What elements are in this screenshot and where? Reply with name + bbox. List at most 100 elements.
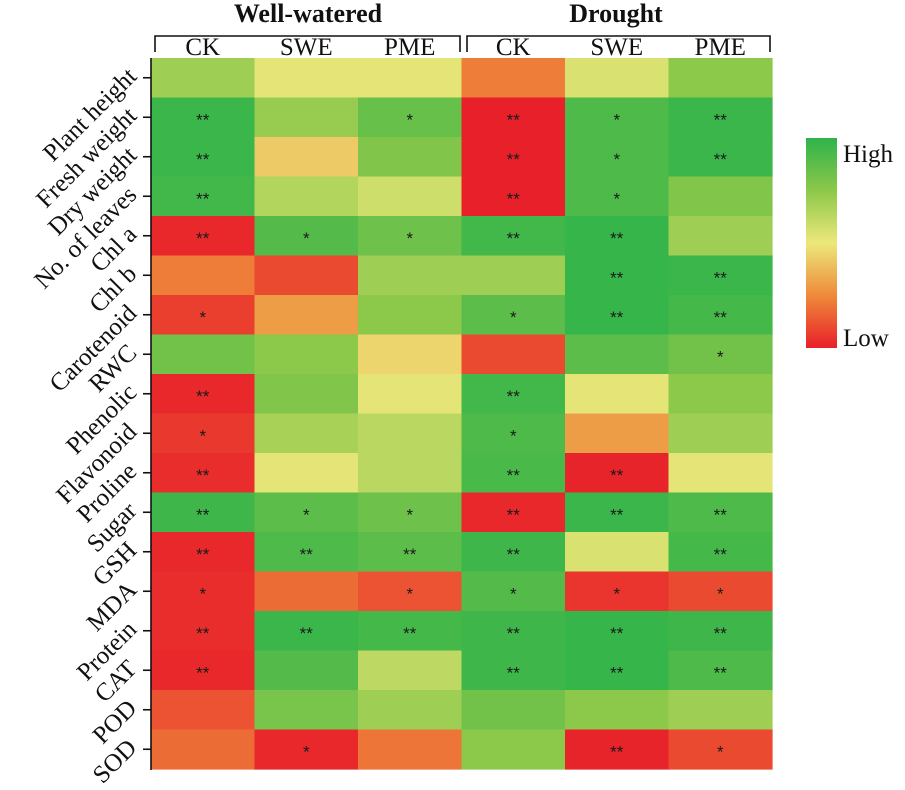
heatmap-cell <box>358 137 463 178</box>
heatmap-cell <box>565 216 670 257</box>
heatmap-cell <box>668 176 773 217</box>
significance-mark: ** <box>196 505 210 524</box>
heatmap-cell <box>254 334 359 375</box>
significance-mark: ** <box>610 505 624 524</box>
significance-mark: * <box>613 584 620 603</box>
heatmap-cell <box>151 176 256 217</box>
significance-mark: ** <box>403 624 417 643</box>
heatmap-cell <box>668 650 773 691</box>
heatmap-cell <box>565 255 670 296</box>
significance-mark: ** <box>610 466 624 485</box>
heatmap-cell <box>668 571 773 612</box>
heatmap-cell <box>668 295 773 336</box>
significance-mark: * <box>613 150 620 169</box>
significance-mark: * <box>199 426 206 445</box>
significance-mark: * <box>303 505 310 524</box>
heatmap-cell <box>358 492 463 533</box>
significance-mark: * <box>613 189 620 208</box>
heatmap-cell <box>668 374 773 415</box>
heatmap-cell <box>461 453 566 494</box>
heatmap-cell <box>151 255 256 296</box>
heatmap-cell <box>461 137 566 178</box>
heatmap-cell <box>358 532 463 573</box>
heatmap-cell <box>461 216 566 257</box>
heatmap-cell <box>254 571 359 612</box>
group-header-well-watered: Well-watered <box>234 0 383 28</box>
column-header: PME <box>695 34 746 61</box>
significance-mark: ** <box>507 466 521 485</box>
heatmap-cell <box>565 571 670 612</box>
heatmap-cell <box>461 58 566 99</box>
significance-mark: * <box>406 229 413 248</box>
heatmap-cell <box>358 571 463 612</box>
column-header: PME <box>384 34 435 61</box>
significance-mark: ** <box>196 150 210 169</box>
heatmap-cell <box>668 492 773 533</box>
significance-mark: ** <box>507 624 521 643</box>
significance-mark: ** <box>196 387 210 406</box>
heatmap-cell <box>565 650 670 691</box>
heatmap-cell <box>461 334 566 375</box>
legend-high-label: High <box>843 141 894 168</box>
heatmap-cell <box>151 374 256 415</box>
bracket-drought <box>466 35 771 52</box>
significance-mark: * <box>406 505 413 524</box>
heatmap-cell <box>668 453 773 494</box>
heatmap-cell <box>358 255 463 296</box>
heatmap-cell <box>254 690 359 731</box>
heatmap-cell <box>358 176 463 217</box>
heatmap-cell <box>461 492 566 533</box>
heatmap-cell <box>151 492 256 533</box>
heatmap-cell <box>358 58 463 99</box>
heatmap-cell <box>461 97 566 138</box>
significance-mark: ** <box>714 663 728 682</box>
heatmap-cell <box>358 611 463 652</box>
heatmap-cell <box>254 97 359 138</box>
column-header: CK <box>185 34 220 61</box>
significance-mark: ** <box>714 150 728 169</box>
significance-mark: ** <box>610 268 624 287</box>
heatmap-cell <box>254 216 359 257</box>
heatmap-cell <box>668 413 773 454</box>
significance-mark: ** <box>507 110 521 129</box>
heatmap-cell <box>358 413 463 454</box>
heatmap-cell <box>565 413 670 454</box>
heatmap-cell <box>151 650 256 691</box>
significance-mark: ** <box>196 624 210 643</box>
group-header-drought: Drought <box>569 0 663 28</box>
heatmap-cell <box>151 571 256 612</box>
heatmap-cell <box>565 295 670 336</box>
significance-mark: ** <box>507 505 521 524</box>
heatmap-cell <box>565 334 670 375</box>
heatmap-cell <box>254 413 359 454</box>
heatmap-cell <box>254 58 359 99</box>
heatmap-cell <box>358 374 463 415</box>
significance-mark: ** <box>507 150 521 169</box>
significance-mark: ** <box>714 624 728 643</box>
heatmap-cell <box>461 255 566 296</box>
heatmap-cell <box>254 374 359 415</box>
heatmap-cell <box>358 216 463 257</box>
heatmap-cell <box>461 374 566 415</box>
heatmap-cell <box>254 453 359 494</box>
significance-mark: ** <box>610 742 624 761</box>
heatmap-cell <box>358 295 463 336</box>
heatmap-cell <box>358 650 463 691</box>
heatmap-cell <box>565 690 670 731</box>
heatmap-cell <box>565 176 670 217</box>
significance-mark: ** <box>714 545 728 564</box>
heatmap-cell <box>254 295 359 336</box>
heatmap-cell <box>151 216 256 257</box>
heatmap-cell <box>565 729 670 770</box>
significance-mark: ** <box>507 387 521 406</box>
significance-mark: * <box>510 584 517 603</box>
heatmap-cell <box>254 650 359 691</box>
heatmap-cell <box>461 176 566 217</box>
significance-mark: * <box>303 229 310 248</box>
heatmap-cell <box>668 611 773 652</box>
significance-mark: ** <box>507 545 521 564</box>
significance-mark: ** <box>507 663 521 682</box>
heatmap-cell <box>565 137 670 178</box>
significance-mark: ** <box>300 545 314 564</box>
heatmap-cell <box>254 492 359 533</box>
